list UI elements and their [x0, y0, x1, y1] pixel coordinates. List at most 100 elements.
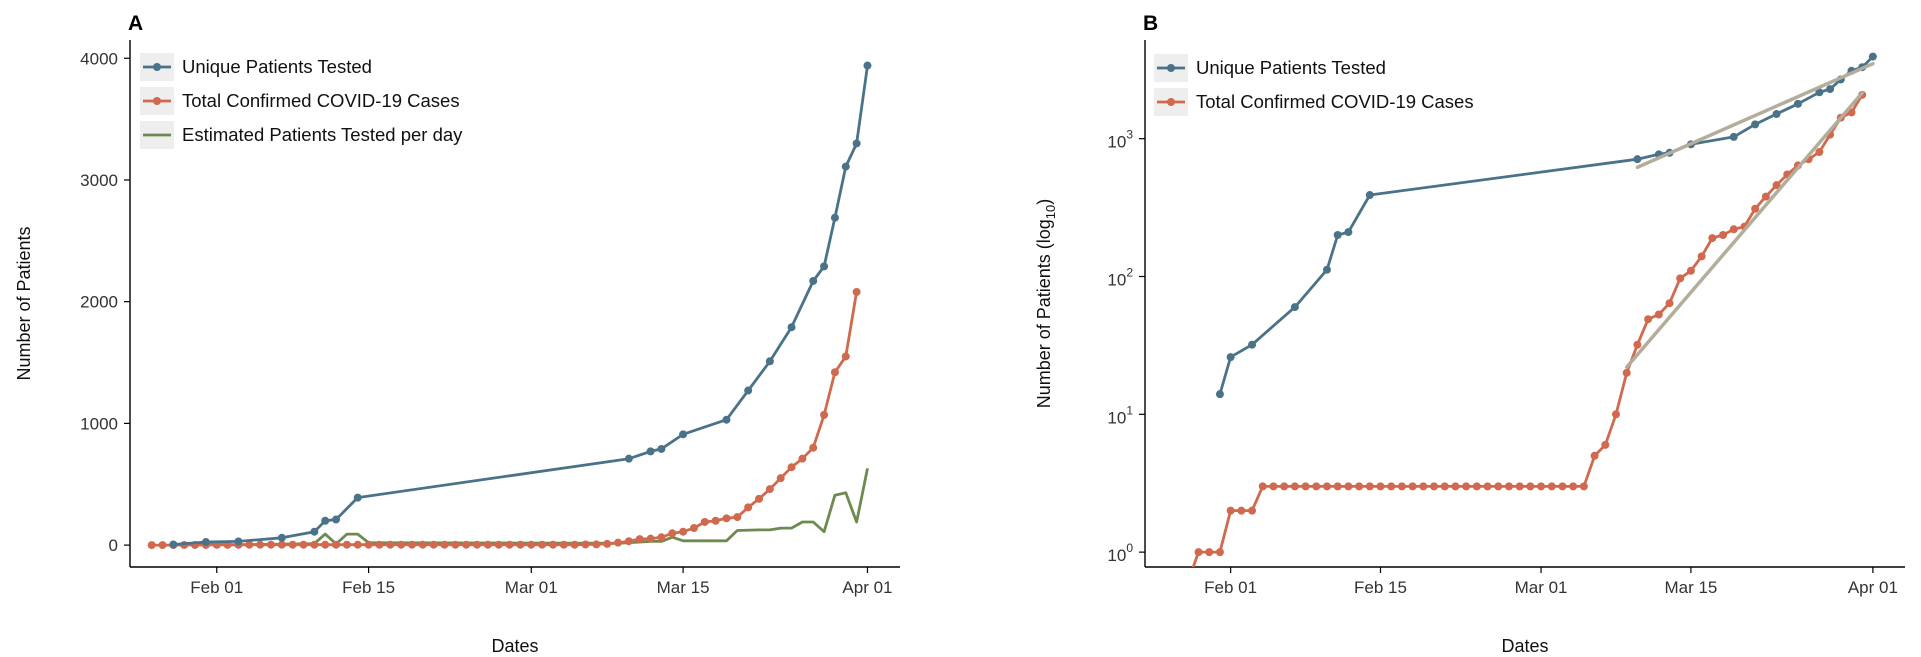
plot-area: [147, 61, 872, 550]
trend-line: [1624, 91, 1864, 369]
data-point-cases: [1355, 482, 1364, 491]
data-point-cases: [1226, 506, 1235, 515]
data-point-tested: [1365, 191, 1374, 200]
data-point-cases: [1611, 410, 1620, 419]
data-point-cases: [397, 540, 406, 549]
data-point-cases: [1483, 482, 1492, 491]
y-tick-exponent: 3: [1126, 128, 1133, 142]
data-point-cases: [245, 540, 254, 549]
data-point-cases: [288, 540, 297, 549]
data-point-cases: [581, 540, 590, 549]
data-point-cases: [299, 540, 308, 549]
data-point-cases: [809, 443, 818, 452]
data-point-cases: [353, 540, 362, 549]
data-point-cases: [1761, 192, 1770, 201]
y-axis-title-end: ): [1034, 199, 1054, 205]
y-axis-title: Number of Patients (log10): [1034, 199, 1058, 409]
y-axis-title-subscript: 10: [1043, 205, 1058, 219]
data-point-tested: [353, 493, 362, 502]
data-point-cases: [277, 540, 286, 549]
data-point-cases: [548, 540, 557, 549]
data-point-cases: [1376, 482, 1385, 491]
data-point-cases: [310, 540, 319, 549]
data-point-cases: [1547, 482, 1556, 491]
data-point-cases: [375, 540, 384, 549]
legend: Unique Patients Tested Total Confirmed CO…: [1154, 54, 1474, 116]
data-point-cases: [462, 540, 471, 549]
data-point-cases: [332, 540, 341, 549]
data-point-cases: [646, 534, 655, 543]
data-point-cases: [635, 535, 644, 544]
x-axis-title: Dates: [491, 636, 538, 656]
data-point-tested: [765, 357, 774, 366]
data-point-cases: [852, 287, 861, 296]
data-point-tested: [1290, 303, 1299, 312]
data-point-cases: [559, 540, 568, 549]
data-point-cases: [527, 540, 536, 549]
data-point-cases: [494, 540, 503, 549]
data-point-cases: [1269, 482, 1278, 491]
data-point-tested: [234, 537, 243, 546]
legend-label: Estimated Patients Tested per day: [182, 124, 463, 145]
data-point-cases: [1751, 204, 1760, 213]
data-point-cases: [158, 541, 167, 550]
data-point-cases: [1462, 482, 1471, 491]
data-point-cases: [776, 474, 785, 483]
data-point-tested: [1729, 132, 1738, 141]
data-point-tested: [1226, 353, 1235, 362]
data-point-cases: [733, 513, 742, 522]
x-tick-label: Mar 15: [657, 578, 710, 597]
data-point-cases: [1590, 451, 1599, 460]
data-point-cases: [603, 539, 612, 548]
data-point-tested: [820, 262, 829, 271]
data-point-cases: [1258, 482, 1267, 491]
data-point-tested: [1826, 85, 1835, 94]
data-point-cases: [266, 540, 275, 549]
data-point-cases: [1430, 482, 1439, 491]
data-point-cases: [451, 540, 460, 549]
data-point-cases: [744, 503, 753, 512]
data-point-cases: [538, 540, 547, 549]
y-tick-label: 102: [1107, 265, 1133, 289]
data-point-cases: [700, 517, 709, 526]
data-point-tested: [841, 162, 850, 171]
data-point-cases: [679, 527, 688, 536]
data-point-cases: [668, 529, 677, 538]
data-point-cases: [570, 540, 579, 549]
data-point-cases: [1601, 440, 1610, 449]
data-point-tested: [321, 516, 330, 525]
y-tick-label: 103: [1107, 128, 1133, 152]
data-point-cases: [1365, 482, 1374, 491]
data-point-cases: [798, 454, 807, 463]
data-point-cases: [483, 540, 492, 549]
data-point-cases: [1205, 548, 1214, 557]
x-tick-label: Mar 15: [1664, 578, 1717, 597]
data-point-cases: [1290, 482, 1299, 491]
data-point-cases: [1397, 482, 1406, 491]
data-point-cases: [407, 540, 416, 549]
data-point-cases: [1558, 482, 1567, 491]
data-point-cases: [1665, 299, 1674, 308]
legend-key-marker: [153, 63, 161, 71]
data-point-cases: [765, 485, 774, 494]
y-tick-base: 10: [1107, 408, 1126, 427]
x-tick-label: Feb 15: [342, 578, 395, 597]
data-point-cases: [1333, 482, 1342, 491]
data-point-cases: [787, 463, 796, 472]
data-point-cases: [1494, 482, 1503, 491]
data-point-tested: [310, 527, 319, 536]
data-point-cases: [1815, 148, 1824, 157]
data-point-cases: [429, 540, 438, 549]
data-point-cases: [1184, 579, 1192, 587]
data-point-cases: [1419, 482, 1428, 491]
data-point-tested: [1215, 390, 1224, 399]
data-point-cases: [386, 540, 395, 549]
y-axis-title: Number of Patients: [14, 226, 34, 380]
data-point-cases: [1440, 482, 1449, 491]
legend-label: Total Confirmed COVID-19 Cases: [182, 90, 460, 111]
data-point-cases: [1697, 252, 1706, 261]
data-point-tested: [624, 454, 633, 463]
y-tick-exponent: 0: [1126, 541, 1133, 555]
data-point-cases: [1451, 482, 1460, 491]
data-point-tested: [1322, 265, 1331, 274]
